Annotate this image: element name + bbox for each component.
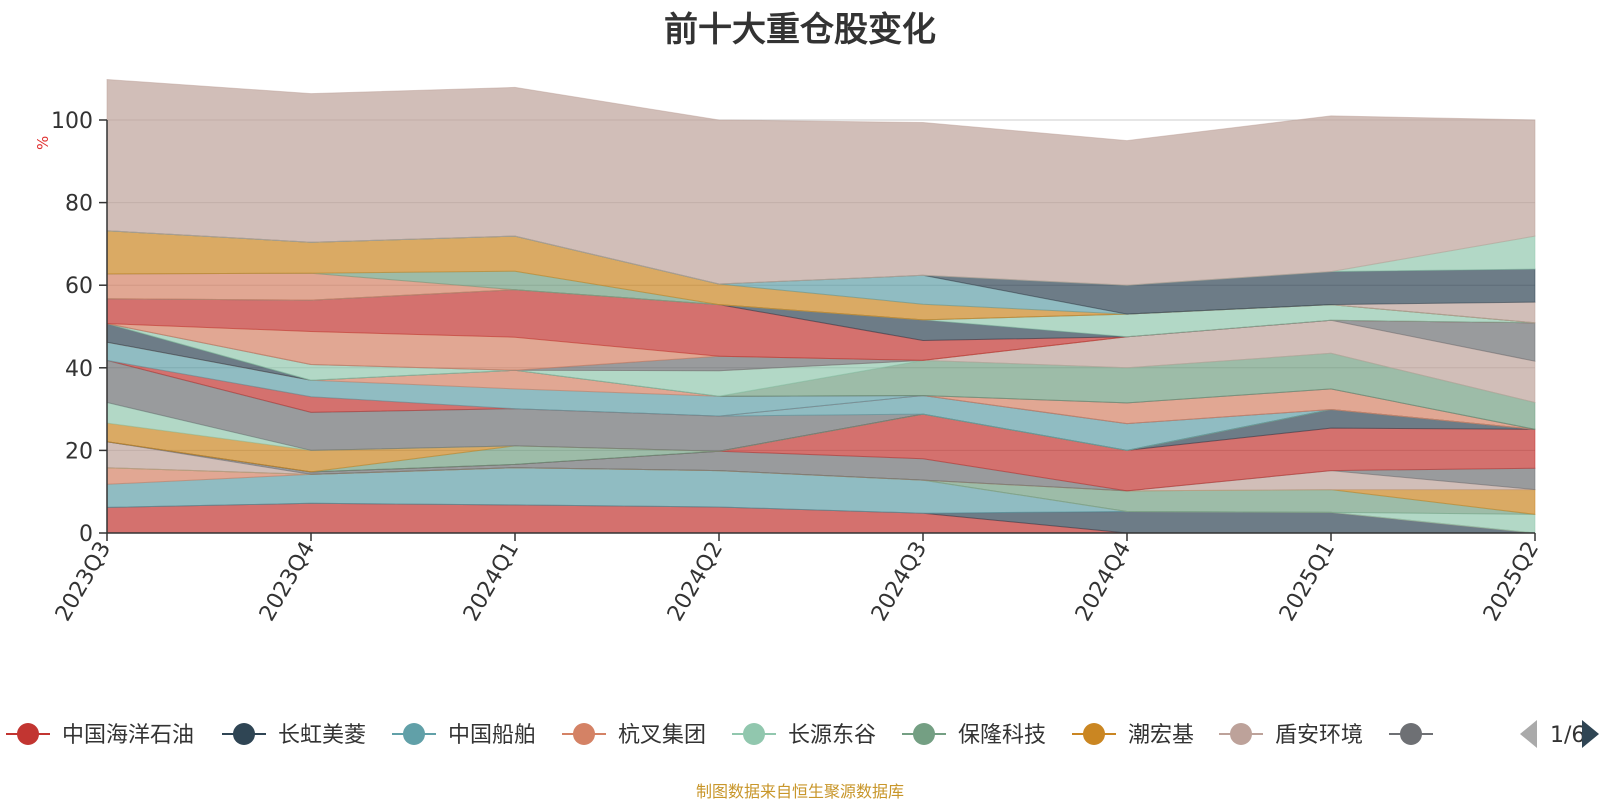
x-tick-label: 2023Q3 xyxy=(51,538,116,626)
data-source-note: 制图数据来自恒生聚源数据库 xyxy=(695,782,904,801)
legend-marker-icon xyxy=(17,723,39,745)
legend-next-page-icon[interactable] xyxy=(1582,720,1599,748)
legend-label: 长虹美菱 xyxy=(278,723,366,748)
legend-label: 保隆科技 xyxy=(958,723,1046,748)
legend-page-indicator: 1/6 xyxy=(1550,723,1585,748)
legend-item-2[interactable]: 中国船舶 xyxy=(392,723,536,748)
legend-item-8[interactable] xyxy=(1389,723,1433,745)
legend-pager: 1/6 xyxy=(1520,720,1599,748)
y-tick-label: 60 xyxy=(65,274,93,299)
y-tick-label: 40 xyxy=(65,357,93,382)
legend-marker-icon xyxy=(913,723,935,745)
y-tick-label: 100 xyxy=(51,109,93,134)
legend-item-7[interactable]: 盾安环境 xyxy=(1219,723,1363,748)
legend-marker-icon xyxy=(1400,723,1422,745)
x-tick-label: 2024Q1 xyxy=(459,538,524,626)
legend-marker-icon xyxy=(573,723,595,745)
legend-marker-icon xyxy=(233,723,255,745)
x-tick-label: 2024Q3 xyxy=(867,538,932,626)
chart-title: 前十大重仓股变化 xyxy=(664,10,936,50)
y-tick-label: 80 xyxy=(65,192,93,217)
legend-label: 长源东谷 xyxy=(788,723,876,748)
legend-item-1[interactable]: 长虹美菱 xyxy=(222,723,366,748)
legend-label: 中国海洋石油 xyxy=(62,723,194,748)
area-series-35 xyxy=(106,78,1536,286)
legend-marker-icon xyxy=(403,723,425,745)
x-tick-label: 2024Q4 xyxy=(1071,538,1136,626)
legend-label: 盾安环境 xyxy=(1275,723,1363,748)
legend-item-5[interactable]: 保隆科技 xyxy=(902,723,1046,748)
legend-prev-page-icon[interactable] xyxy=(1520,720,1537,748)
legend-marker-icon xyxy=(1230,723,1252,745)
x-tick-label: 2025Q1 xyxy=(1275,538,1340,626)
area-series-layer xyxy=(106,78,1536,534)
legend-item-4[interactable]: 长源东谷 xyxy=(732,723,876,748)
y-tick-label: 20 xyxy=(65,439,93,464)
y-tick-label: 0 xyxy=(79,522,93,547)
legend-label: 中国船舶 xyxy=(448,723,536,748)
legend-label: 杭叉集团 xyxy=(618,723,706,748)
stacked-area-chart: 0 20 40 60 80 100 2023Q3 2023Q4 2024Q1 2024Q2 2024… xyxy=(6,78,1599,748)
x-tick-label: 2023Q4 xyxy=(255,538,320,626)
legend-label: 潮宏基 xyxy=(1128,723,1194,748)
legend-marker-icon xyxy=(1083,723,1105,745)
x-tick-label: 2024Q2 xyxy=(663,538,728,626)
x-tick-label: 2025Q2 xyxy=(1479,538,1544,626)
legend: 中国海洋石油 长虹美菱 中国船舶 杭叉集团 长源东谷 保隆科技 潮宏基 盾安环境 1/6 xyxy=(6,720,1599,748)
legend-item-3[interactable]: 杭叉集团 xyxy=(562,723,706,748)
legend-marker-icon xyxy=(743,723,765,745)
legend-item-6[interactable]: 潮宏基 xyxy=(1072,723,1194,748)
legend-item-0[interactable]: 中国海洋石油 xyxy=(6,723,194,748)
